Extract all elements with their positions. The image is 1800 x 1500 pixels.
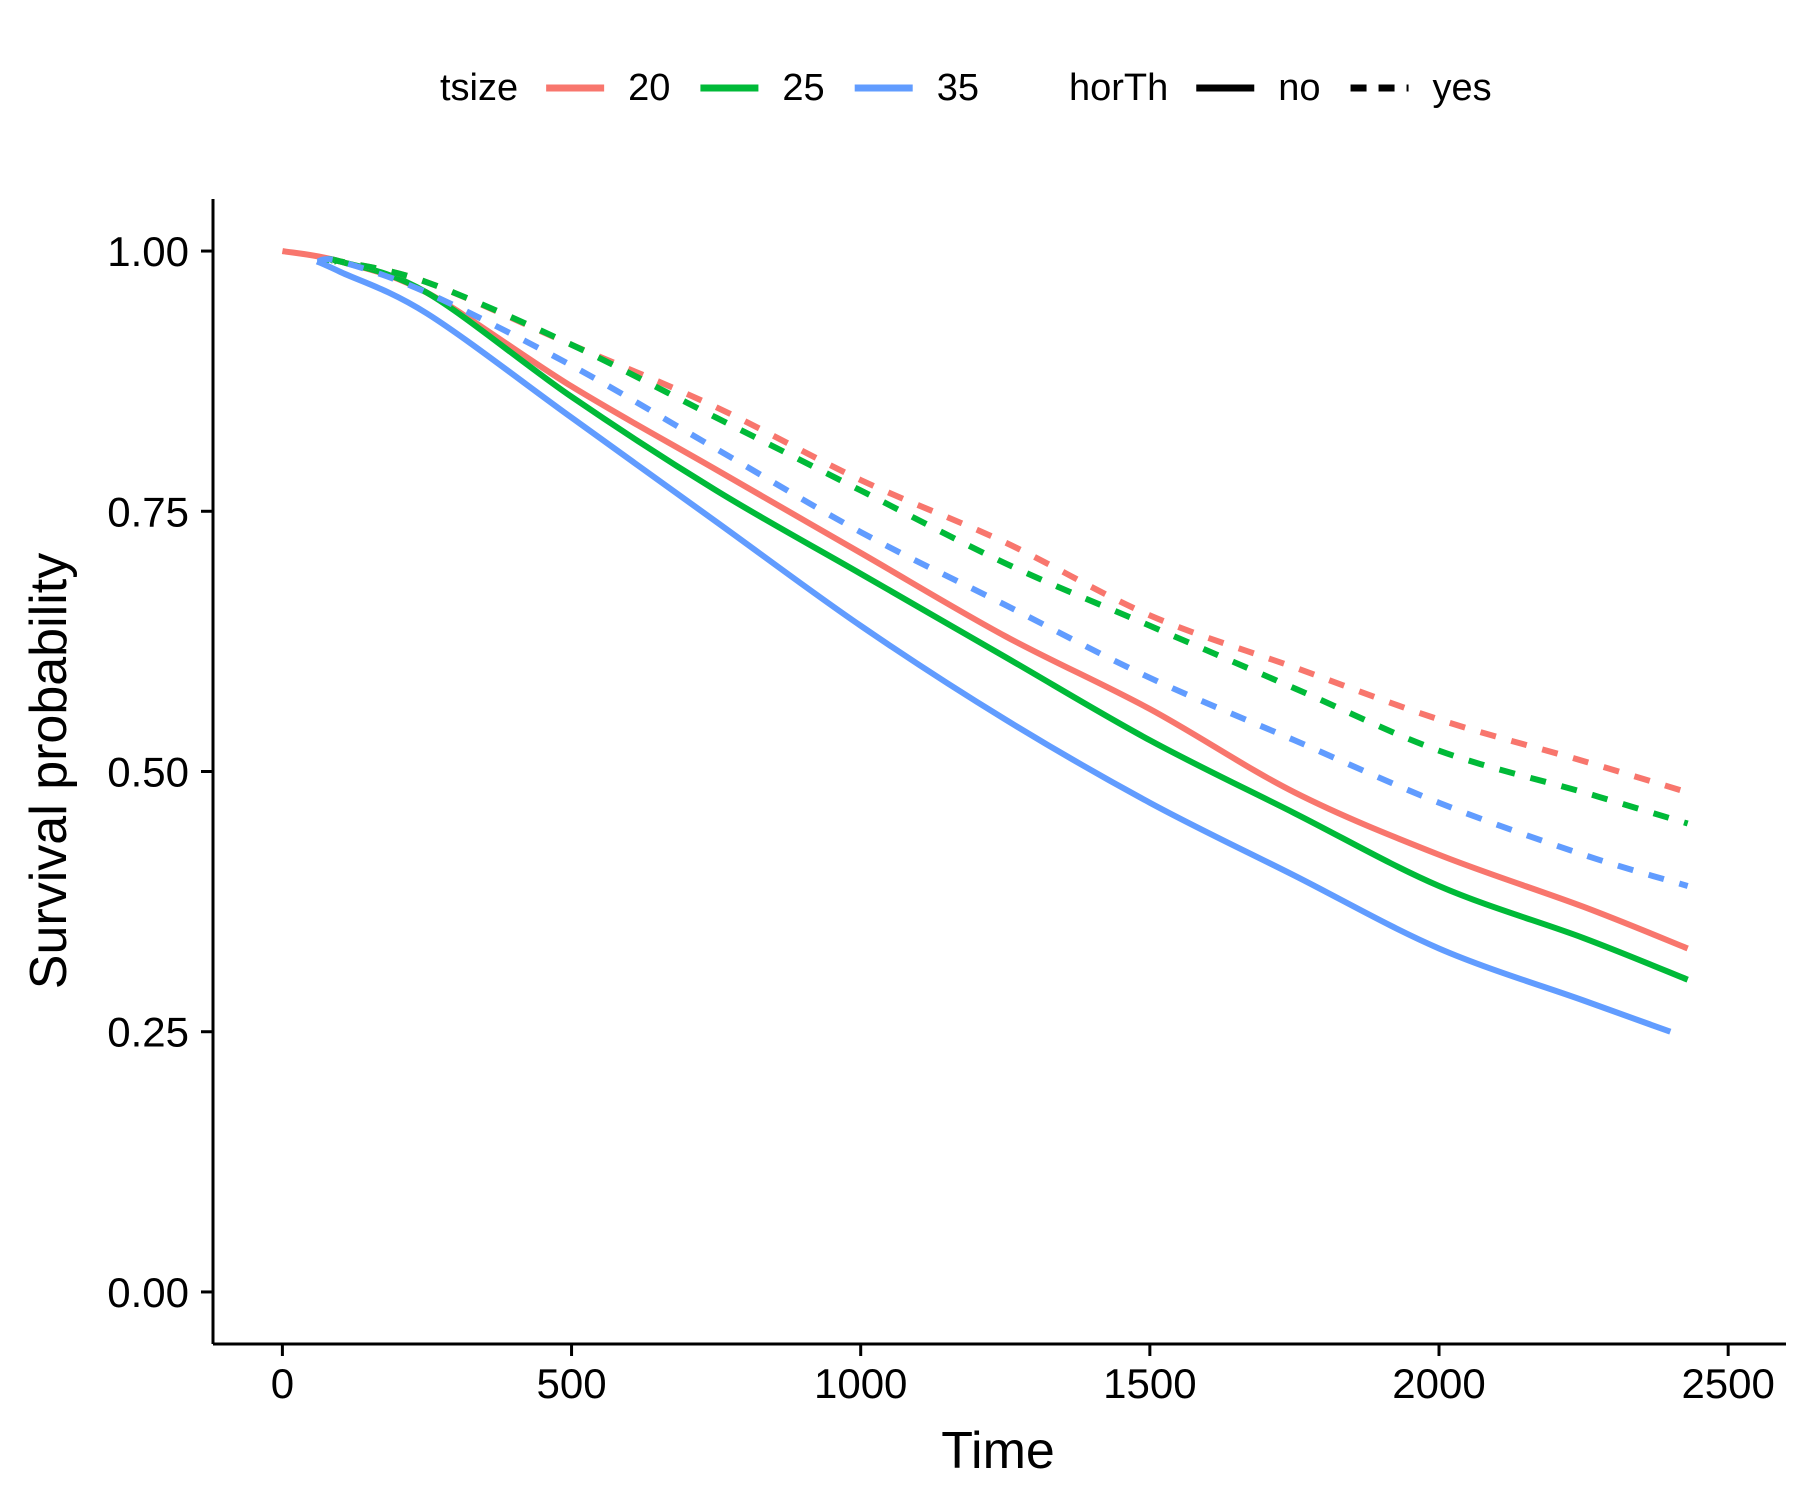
y-tick-label: 0.75 (107, 488, 189, 535)
series-line-tsize-35-horth-no (315, 258, 1672, 1035)
legend-label-20: 20 (628, 67, 670, 109)
x-tick-label: 1000 (814, 1360, 907, 1407)
x-tick-label: 500 (537, 1360, 607, 1407)
series-line-tsize-20-horth-yes (328, 256, 1689, 796)
series-line-tsize-25-horth-no (323, 256, 1689, 983)
series-line-tsize-25-horth-yes (328, 256, 1689, 827)
legend-title-tsize: tsize (440, 67, 518, 109)
legend-label-35: 35 (937, 67, 979, 109)
legend-label-no: no (1278, 67, 1320, 109)
x-tick-label: 0 (271, 1360, 294, 1407)
y-tick-label: 1.00 (107, 228, 189, 275)
plot-area: 0 500 1000 1500 2000 2500 0.00 0.25 0.50 0.75 1.0… (107, 199, 1786, 1407)
x-tick-label: 1500 (1103, 1360, 1196, 1407)
x-axis-title: Time (941, 1422, 1055, 1480)
x-tick-label: 2500 (1681, 1360, 1774, 1407)
y-ticks: 0.00 0.25 0.50 0.75 1.00 (107, 228, 213, 1316)
y-axis-title: Survival probability (20, 553, 78, 989)
legend-title-horth: horTh (1069, 67, 1168, 109)
y-tick-label: 0.25 (107, 1009, 189, 1056)
legend-label-yes: yes (1433, 67, 1492, 109)
series-line-tsize-20-horth-no (281, 248, 1689, 952)
y-tick-label: 0.00 (107, 1269, 189, 1316)
legend-label-25: 25 (782, 67, 824, 109)
series-layer (281, 248, 1689, 1035)
legend: tsize 20 25 35 horTh no yes (440, 67, 1492, 109)
x-tick-label: 2000 (1392, 1360, 1485, 1407)
x-ticks: 0 500 1000 1500 2000 2500 (271, 1344, 1775, 1407)
y-tick-label: 0.50 (107, 749, 189, 796)
